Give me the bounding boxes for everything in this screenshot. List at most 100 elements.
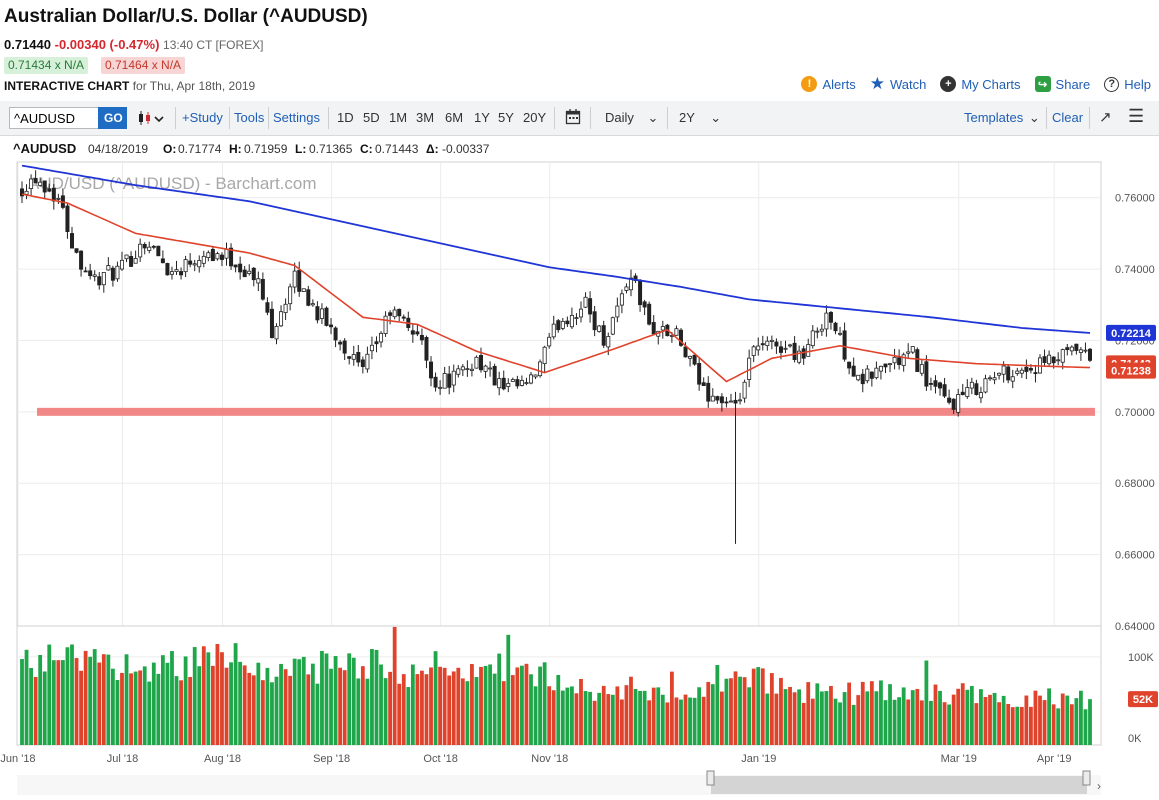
interval-select[interactable]: Daily ⌄ [605, 110, 658, 126]
y-tick-label: 0.70000 [1115, 407, 1155, 419]
candle-body [560, 320, 565, 329]
x-tick-label: Jul '18 [107, 753, 138, 765]
volume-bar [256, 662, 261, 745]
menu-icon[interactable]: ☰ [1128, 106, 1145, 126]
range-1y[interactable]: 1Y [474, 110, 490, 125]
price-chart[interactable]: ^AUDUSD 04/18/2019 O: 0.71774 H: 0.71959… [0, 135, 1159, 800]
candle-body [1047, 354, 1052, 365]
share-button[interactable]: ↪ Share [1034, 76, 1090, 92]
candle-body [688, 355, 693, 359]
volume-bar [506, 634, 511, 745]
volume-bar [1056, 708, 1061, 745]
alerts-button[interactable]: ! Alerts [801, 76, 856, 92]
watch-button[interactable]: ★ Watch [870, 75, 927, 92]
clear-button[interactable]: Clear [1052, 110, 1084, 125]
tools-button[interactable]: Tools [234, 110, 265, 125]
volume-bar [1065, 695, 1070, 745]
volume-bar [570, 686, 574, 745]
candle-body [147, 246, 152, 251]
calendar-icon[interactable] [565, 108, 581, 126]
navigator-scroll-right-icon[interactable]: › [1097, 779, 1101, 793]
volume-bar [719, 691, 724, 745]
symbol-input[interactable] [9, 107, 105, 129]
candle-body [524, 382, 529, 385]
candle-body [719, 396, 724, 404]
candle-body [460, 366, 465, 371]
range-5d[interactable]: 5D [363, 110, 380, 125]
candle-body [715, 396, 720, 401]
volume-bar [897, 697, 902, 745]
volume-bar [370, 649, 374, 745]
chart-date: for Thu, Apr 18th, 2019 [132, 79, 256, 93]
candlestick-type-icon[interactable] [136, 109, 166, 127]
candle-body [24, 190, 29, 195]
volume-bar [147, 681, 152, 745]
toolbar-divider [667, 107, 668, 129]
volume-bar [797, 689, 802, 745]
range-5y[interactable]: 5Y [498, 110, 514, 125]
candle-body [179, 271, 184, 276]
candle-body [206, 252, 211, 258]
candle-body [133, 258, 138, 264]
candle-body [374, 341, 379, 345]
x-tick-label: Aug '18 [204, 753, 241, 765]
candle-body [519, 380, 524, 386]
volume-bar [951, 694, 956, 745]
expand-icon[interactable]: ↗ [1099, 109, 1112, 126]
go-button[interactable]: GO [98, 107, 127, 129]
period-select[interactable]: 2Y ⌄ [679, 110, 721, 126]
candle-body [106, 265, 111, 271]
candle-body [833, 322, 838, 332]
candle-body [1056, 359, 1061, 362]
help-button[interactable]: ? Help [1104, 76, 1151, 92]
volume-bar [42, 671, 47, 745]
candle-body [569, 315, 574, 328]
volume-bar [751, 668, 756, 745]
templates-select[interactable]: Templates ⌄ [964, 110, 1040, 126]
candle-body [624, 286, 629, 291]
volume-bar [165, 662, 170, 745]
candle-body [224, 248, 229, 259]
navigator-window[interactable] [711, 776, 1087, 794]
volume-bar [901, 687, 906, 745]
volume-bar [1006, 703, 1011, 745]
navigator-left-handle[interactable] [706, 770, 715, 786]
range-6m[interactable]: 6M [445, 110, 464, 125]
price-badge-label: 0.71238 [1111, 366, 1151, 378]
candle-body [610, 317, 615, 335]
range-20y[interactable]: 20Y [523, 110, 547, 125]
candle-body [778, 346, 783, 353]
range-1d[interactable]: 1D [337, 110, 354, 125]
range-1m[interactable]: 1M [389, 110, 408, 125]
volume-bar [856, 695, 861, 745]
watch-label: Watch [889, 76, 927, 92]
candle-body [79, 250, 84, 270]
range-navigator[interactable]: › [17, 770, 1101, 795]
candle-body [469, 368, 474, 371]
quote-time: 13:40 CT [FOREX] [163, 38, 264, 52]
candle-body [788, 344, 793, 347]
candle-body [978, 392, 983, 399]
candle-body [924, 361, 929, 387]
plus-circle-icon: + [940, 76, 957, 92]
volume-bar [947, 704, 952, 745]
volume-bar [306, 674, 311, 745]
volume-bar [210, 665, 215, 745]
my-charts-button[interactable]: + My Charts [940, 76, 1021, 92]
candle-body [138, 243, 143, 258]
volume-bar [65, 647, 70, 745]
candle-body [256, 278, 261, 284]
volume-bar [424, 674, 429, 745]
volume-bar [619, 699, 624, 745]
volume-bar [360, 666, 365, 745]
candle-body [260, 279, 265, 300]
volume-bar [497, 653, 502, 745]
volume-bar [429, 667, 433, 745]
candle-body [706, 382, 711, 402]
study-button[interactable]: +Study [182, 110, 223, 125]
navigator-right-handle[interactable] [1082, 770, 1091, 786]
volume-bar [992, 692, 997, 745]
range-3m[interactable]: 3M [416, 110, 435, 125]
settings-button[interactable]: Settings [273, 110, 320, 125]
candle-body [751, 346, 756, 356]
